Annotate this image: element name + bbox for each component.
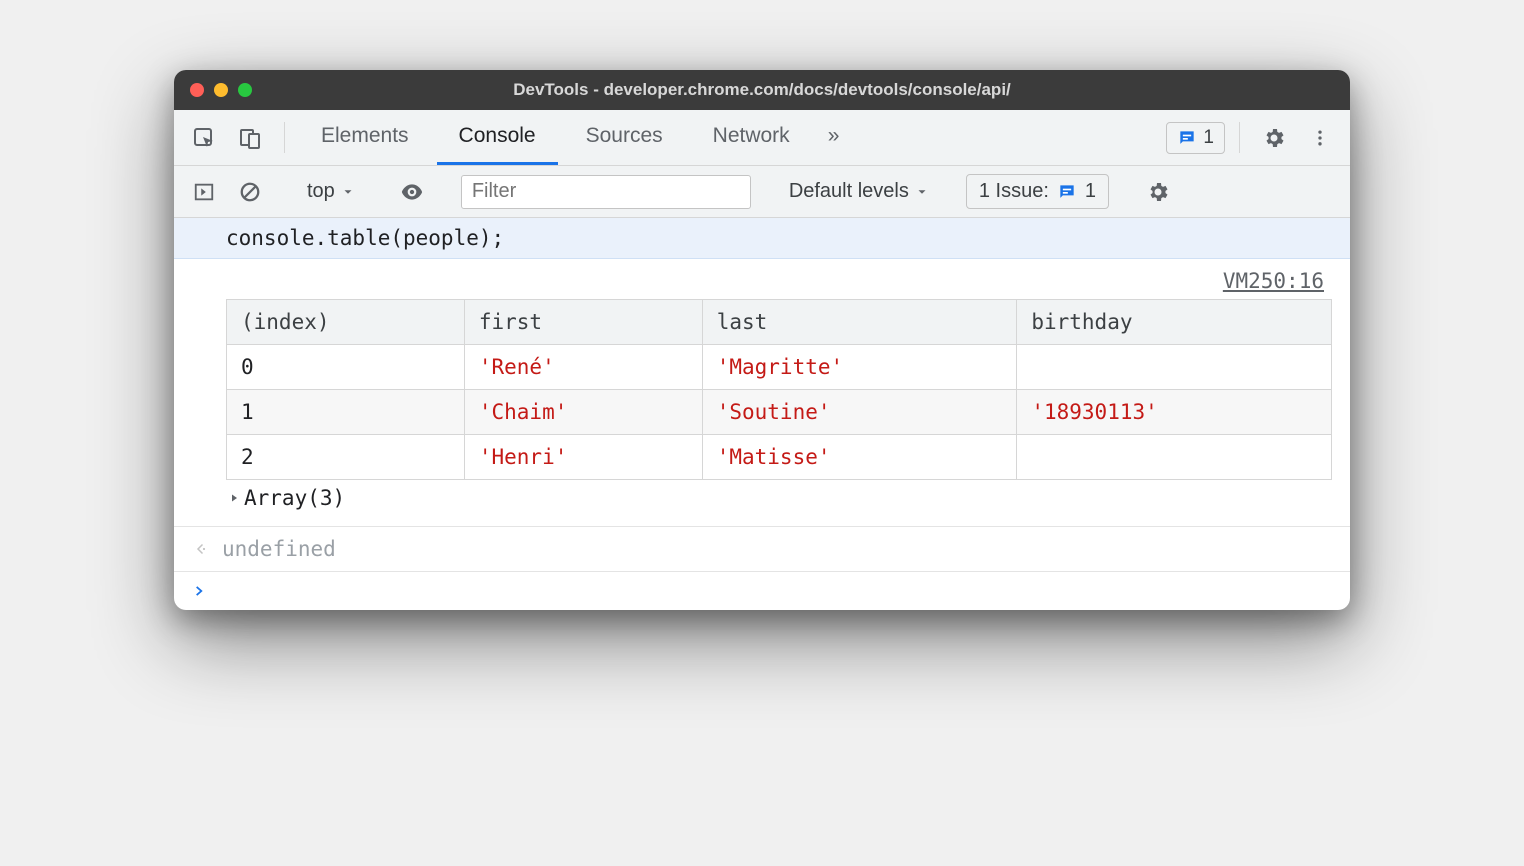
issue-label: 1 Issue: bbox=[979, 180, 1049, 203]
levels-label: Default levels bbox=[789, 180, 909, 203]
return-value: undefined bbox=[222, 537, 336, 561]
cell-birthday bbox=[1017, 435, 1332, 480]
tab-network[interactable]: Network bbox=[691, 110, 812, 165]
titlebar: DevTools - developer.chrome.com/docs/dev… bbox=[174, 70, 1350, 110]
cell-index: 1 bbox=[227, 390, 465, 435]
cell-last: 'Soutine' bbox=[702, 390, 1017, 435]
return-row: undefined bbox=[174, 526, 1350, 572]
tab-bar: Elements Console Sources Network » 1 bbox=[174, 110, 1350, 166]
expand-array[interactable]: Array(3) bbox=[226, 480, 1332, 520]
messages-badge[interactable]: 1 bbox=[1166, 122, 1225, 154]
input-code-line: console.table(people); bbox=[174, 218, 1350, 259]
triangle-right-icon bbox=[228, 492, 240, 504]
traffic-lights bbox=[190, 83, 252, 97]
return-arrow-icon bbox=[192, 540, 210, 558]
separator bbox=[1239, 122, 1240, 153]
col-first[interactable]: first bbox=[464, 300, 702, 345]
window-title: DevTools - developer.chrome.com/docs/dev… bbox=[174, 80, 1350, 100]
chevron-right-icon bbox=[192, 584, 206, 598]
table-row: 0 'René' 'Magritte' bbox=[227, 345, 1332, 390]
tab-sources[interactable]: Sources bbox=[564, 110, 685, 165]
col-last[interactable]: last bbox=[702, 300, 1017, 345]
cell-first: 'Henri' bbox=[464, 435, 702, 480]
cell-index: 2 bbox=[227, 435, 465, 480]
tabs-overflow-button[interactable]: » bbox=[818, 110, 850, 165]
message-icon bbox=[1057, 182, 1077, 202]
cell-first: 'René' bbox=[464, 345, 702, 390]
minimize-window-button[interactable] bbox=[214, 83, 228, 97]
execution-context-select[interactable]: top bbox=[299, 180, 363, 203]
cell-birthday bbox=[1017, 345, 1332, 390]
context-label: top bbox=[307, 180, 335, 203]
tab-console[interactable]: Console bbox=[437, 110, 558, 165]
console-output: VM250:16 (index) first last birthday 0 '… bbox=[174, 259, 1350, 526]
issues-badge[interactable]: 1 Issue: 1 bbox=[966, 174, 1109, 209]
console-prompt[interactable] bbox=[174, 572, 1350, 610]
log-levels-select[interactable]: Default levels bbox=[781, 180, 937, 203]
settings-icon[interactable] bbox=[1254, 110, 1294, 165]
col-index[interactable]: (index) bbox=[227, 300, 465, 345]
cell-birthday: '18930113' bbox=[1017, 390, 1332, 435]
cell-last: 'Matisse' bbox=[702, 435, 1017, 480]
chevron-down-icon bbox=[341, 185, 355, 199]
separator bbox=[284, 122, 285, 153]
cell-index: 0 bbox=[227, 345, 465, 390]
live-expression-icon[interactable] bbox=[392, 179, 432, 205]
filter-input[interactable] bbox=[461, 175, 751, 209]
zoom-window-button[interactable] bbox=[238, 83, 252, 97]
tab-elements[interactable]: Elements bbox=[299, 110, 431, 165]
clear-console-icon[interactable] bbox=[230, 181, 270, 203]
cell-first: 'Chaim' bbox=[464, 390, 702, 435]
inspect-element-icon[interactable] bbox=[184, 110, 224, 165]
col-birthday[interactable]: birthday bbox=[1017, 300, 1332, 345]
table-header-row: (index) first last birthday bbox=[227, 300, 1332, 345]
message-icon bbox=[1177, 128, 1197, 148]
devtools-window: DevTools - developer.chrome.com/docs/dev… bbox=[174, 70, 1350, 610]
more-icon[interactable] bbox=[1300, 110, 1340, 165]
close-window-button[interactable] bbox=[190, 83, 204, 97]
console-body: console.table(people); VM250:16 (index) … bbox=[174, 218, 1350, 610]
device-toggle-icon[interactable] bbox=[230, 110, 270, 165]
messages-count: 1 bbox=[1203, 127, 1214, 149]
console-table: (index) first last birthday 0 'René' 'Ma… bbox=[226, 299, 1332, 480]
console-settings-icon[interactable] bbox=[1138, 180, 1178, 204]
source-link[interactable]: VM250:16 bbox=[226, 259, 1332, 299]
expand-label: Array(3) bbox=[244, 486, 345, 510]
table-row: 2 'Henri' 'Matisse' bbox=[227, 435, 1332, 480]
table-row: 1 'Chaim' 'Soutine' '18930113' bbox=[227, 390, 1332, 435]
issue-count: 1 bbox=[1085, 180, 1096, 203]
console-toolbar: top Default levels 1 Issue: 1 bbox=[174, 166, 1350, 218]
cell-last: 'Magritte' bbox=[702, 345, 1017, 390]
toggle-sidebar-icon[interactable] bbox=[184, 181, 224, 203]
chevron-down-icon bbox=[915, 185, 929, 199]
